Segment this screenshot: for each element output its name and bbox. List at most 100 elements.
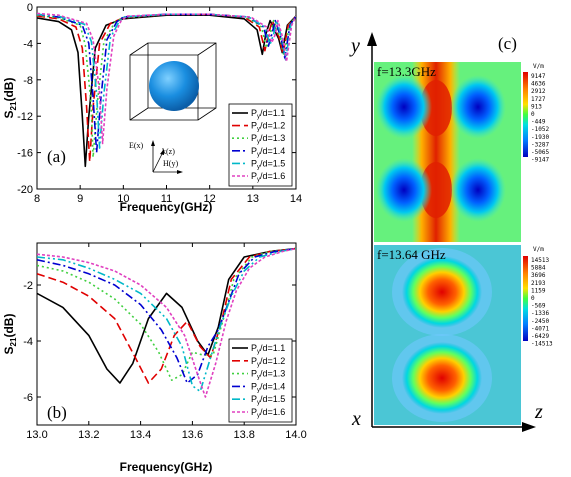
legend-entry: Py/d=1.5 [251,158,285,170]
legend-entry: Py/d=1.1 [251,108,285,120]
legend-entry: Py/d=1.2 [251,356,285,368]
colorbar-tick-label: -569 [531,303,546,310]
y-axis-label-a: S21(dB) [2,78,18,119]
legend-entry: Py/d=1.3 [251,369,285,381]
legend-entry: Py/d=1.6 [251,407,285,419]
series-line-6 [37,247,296,398]
field-map-2-label: f=13.64 GHz [377,247,446,262]
colorbar-1-labels: 91474636291217279130-449-1052-1930-3287-… [531,73,549,164]
series-line-2 [37,247,296,384]
y-axis-arrow [367,32,377,46]
y-tick-label: -16 [17,148,33,160]
series-group-b [37,247,296,398]
colorbar-tick-label: -1052 [531,126,549,133]
colorbar-tick-label: 0 [531,111,535,118]
legend-a: Py/d=1.1Py/d=1.2Py/d=1.3Py/d=1.4Py/d=1.5… [228,103,293,187]
legend-entry: Py/d=1.4 [251,146,285,158]
legend-entry: Py/d=1.5 [251,394,285,406]
tick-group-a: 8 9 10 11 12 13 14 0 -4 -8 -12 -16 -20 [17,2,302,205]
field-map-2: f=13.64 GHz V/m 1451358843696219311590-5… [374,245,569,425]
series-line-4 [37,13,296,154]
panel-label-b: (b) [47,403,67,422]
x-tick-label: 13.4 [130,429,151,441]
y-tick-label: -6 [23,392,33,404]
colorbar-tick-label: 14513 [531,257,549,264]
series-line-1 [37,247,296,384]
e-field-label: E(x) [129,141,144,150]
x-tick-label: 12 [204,193,216,205]
x-axis-name: x [351,408,361,430]
x-tick-label: 10 [117,193,129,205]
y-axis-name: y [349,35,360,57]
colorbar-1-unit: V/m [533,63,544,70]
series-line-4 [37,247,296,384]
colorbar-tick-label: -449 [531,119,546,126]
legend-entry: Py/d=1.1 [251,343,285,355]
colorbar-2-unit: V/m [533,246,544,253]
colorbar-tick-label: -1930 [531,134,549,141]
colorbar-tick-label: 2912 [531,88,546,95]
y-tick-label: -4 [23,38,33,50]
colorbar-2 [523,256,528,341]
sphere [149,61,199,111]
panel-label-a: (a) [47,147,66,166]
x-tick-label: 9 [77,193,83,205]
legend-b: Py/d=1.1Py/d=1.2Py/d=1.3Py/d=1.4Py/d=1.5… [228,338,293,423]
field-maps: y x z (c) f=13.3GHz V/m 9147463629121727… [349,32,569,432]
x-tick-label: 13.2 [78,429,99,441]
z-axis-name: z [534,401,543,423]
legend-entry: Py/d=1.2 [251,121,285,133]
y-tick-label: -2 [23,280,33,292]
field-map-1: f=13.3GHz V/m 91474636291217279130-449-1… [374,62,569,242]
h-field-label: H(y) [163,159,178,168]
inset-axes: E(x) k(z) H(y) [129,140,183,174]
plot-frame-b [36,242,297,426]
colorbar-1 [523,72,528,157]
y-tick-label: -4 [23,336,33,348]
colorbar-2-box [521,245,569,345]
legend-entry: Py/d=1.6 [251,171,285,183]
x-tick-label: 13.0 [26,429,47,441]
colorbar-tick-label: -14513 [531,341,553,348]
colorbar-tick-label: -1336 [531,310,549,317]
x-axis-label-a: Frequency(GHz) [120,200,213,214]
field-map-1-label: f=13.3GHz [377,64,436,79]
legend-entry: Py/d=1.3 [251,133,285,145]
colorbar-1-box [521,62,569,162]
x-tick-label: 13.8 [233,429,254,441]
colorbar-tick-label: -5065 [531,149,549,156]
y-tick-label: -20 [17,184,33,196]
colorbar-tick-label: -2450 [531,318,549,325]
colorbar-tick-label: 5884 [531,265,546,272]
colorbar-tick-label: 1159 [531,287,546,294]
x-tick-label: 13 [247,193,259,205]
y-tick-label: 0 [27,2,33,14]
y-tick-label: -12 [17,111,33,123]
x-tick-label: 14 [290,193,302,205]
tick-group-b: 13.0 13.2 13.4 13.6 13.8 14.0 -2 -4 -6 [23,243,307,441]
panel-label-c: (c) [498,34,517,53]
colorbar-tick-label: 9147 [531,73,546,80]
x-axis-label-b: Frequency(GHz) [120,460,213,474]
colorbar-tick-label: 913 [531,103,542,110]
inset-unit-cell [129,42,217,121]
series-line-1 [37,14,296,168]
colorbar-tick-label: 4636 [531,81,546,88]
y-axis-label-b: S21(dB) [2,314,18,355]
chart-b: 13.0 13.2 13.4 13.6 13.8 14.0 -2 -4 -6 (b) Frequ… [2,242,307,474]
series-line-5 [37,247,296,393]
series-group-a [37,12,296,168]
k-vector-label: k(z) [162,147,175,156]
series-line-5 [37,13,296,149]
y-tick-label: -8 [23,75,33,87]
colorbar-tick-label: -9147 [531,157,549,164]
colorbar-tick-label: -3287 [531,141,549,148]
legend-frame-b [228,338,293,423]
x-tick-label: 14.0 [285,429,306,441]
legend-entry: Py/d=1.4 [251,381,285,393]
chart-a: 8 9 10 11 12 13 14 0 -4 -8 -12 -16 -20 E(x) k(z) H(y… [2,2,302,214]
colorbar-2-labels: 1451358843696219311590-569-1336-2450-407… [531,257,553,348]
legend-frame-a [228,103,293,187]
z-axis-arrow [522,422,536,432]
